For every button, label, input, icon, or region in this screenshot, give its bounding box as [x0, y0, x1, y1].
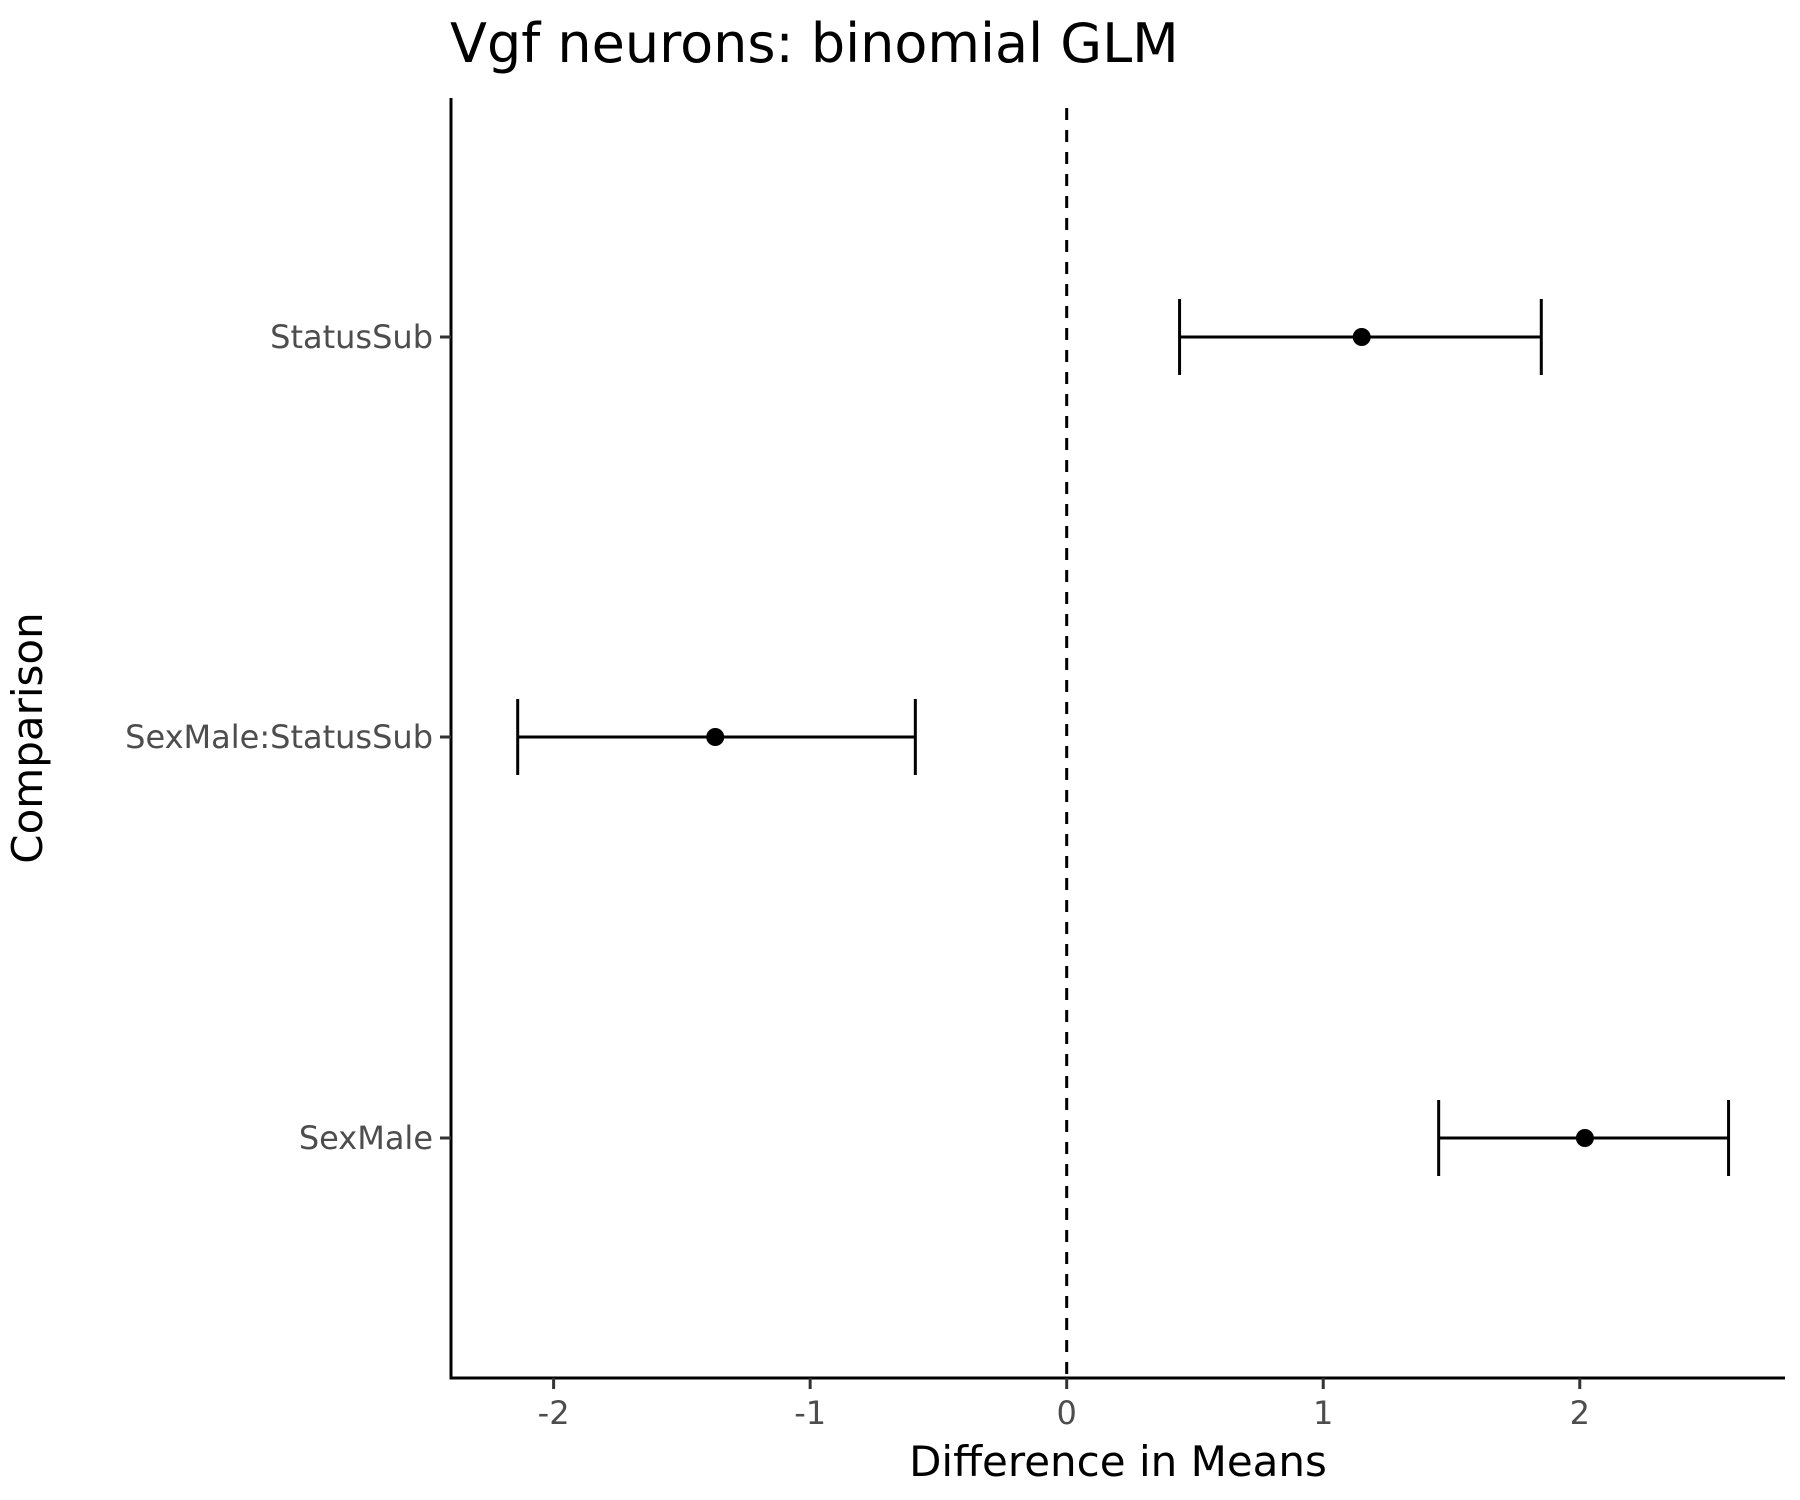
y-tick-label: SexMale: [299, 1119, 433, 1157]
x-tick-label: 0: [1057, 1394, 1077, 1432]
x-axis-title: Difference in Means: [909, 1437, 1327, 1486]
y-axis-title: Comparison: [3, 612, 52, 863]
x-tick-label: 2: [1570, 1394, 1590, 1432]
y-tick-label: StatusSub: [270, 318, 433, 356]
x-tick-label: -2: [538, 1394, 570, 1432]
point-estimate-1: [706, 728, 725, 746]
plot-area: -2 -1 0 1 2 StatusSub SexMale:StatusSub SexMale: [125, 98, 1785, 1432]
y-tick-label: SexMale:StatusSub: [125, 718, 433, 756]
point-estimate-2: [1575, 1129, 1594, 1147]
x-tick-label: 1: [1313, 1394, 1333, 1432]
chart-title: Vgf neurons: binomial GLM: [450, 12, 1179, 75]
x-tick-label: -1: [794, 1394, 826, 1432]
point-estimate-0: [1352, 328, 1371, 346]
